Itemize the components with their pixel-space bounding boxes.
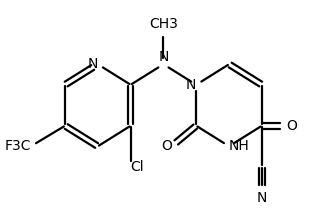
Text: NH: NH — [229, 139, 250, 153]
Text: N: N — [158, 50, 169, 64]
Text: N: N — [87, 57, 98, 71]
Text: F3C: F3C — [4, 139, 31, 153]
Text: CH3: CH3 — [149, 17, 178, 32]
Text: N: N — [186, 78, 196, 92]
Text: O: O — [286, 119, 297, 133]
Text: Cl: Cl — [130, 160, 144, 174]
Text: N: N — [257, 191, 267, 205]
Text: O: O — [161, 139, 172, 153]
